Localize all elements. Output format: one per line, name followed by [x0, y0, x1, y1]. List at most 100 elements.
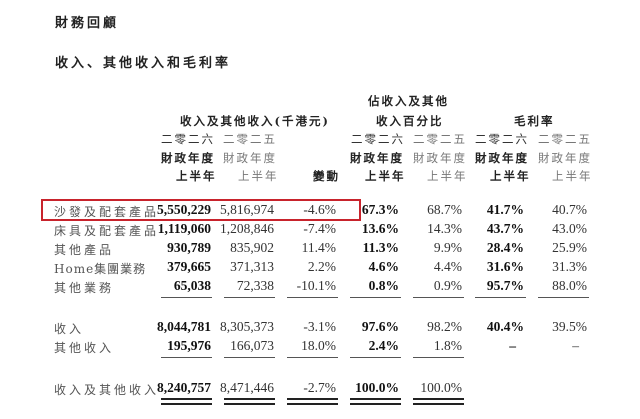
section-title: 財務回顧 — [55, 16, 120, 31]
col-gm2025-fy: 財政年度 — [538, 151, 592, 165]
subtotal-underline — [413, 357, 464, 358]
col-rev2026-half: 上半年 — [176, 169, 217, 183]
cell-rev2025: 835,902 — [230, 240, 274, 255]
cell-pct2025: 98.2% — [427, 319, 462, 334]
row-label: 床具及配套產品 — [54, 224, 160, 238]
cell-change: 18.0% — [301, 338, 336, 353]
cell-change: -2.7% — [303, 380, 336, 395]
cell-rev2026: 930,789 — [167, 240, 211, 255]
header-margin-group: 毛利率 — [514, 114, 555, 128]
cell-change: -3.1% — [303, 319, 336, 334]
row-label: 其他收入 — [54, 341, 115, 355]
cell-gm2026: – — [509, 338, 516, 353]
subtotal-underline — [161, 297, 212, 298]
cell-pct2025: 4.4% — [433, 259, 462, 274]
row-label: 收入及其他收入 — [54, 383, 160, 397]
col-pct2026-half: 上半年 — [365, 169, 406, 183]
total-double-underline — [413, 398, 464, 405]
cell-pct2025: 68.7% — [427, 202, 462, 217]
cell-rev2026: 8,240,757 — [157, 380, 211, 395]
total-double-underline — [224, 398, 275, 405]
cell-gm2026: 95.7% — [486, 278, 524, 293]
highlight-box — [41, 199, 361, 221]
cell-rev2026: 65,038 — [173, 278, 211, 293]
col-pct2026-fy: 財政年度 — [350, 151, 404, 165]
cell-pct2026: 100.0% — [355, 380, 399, 395]
cell-pct2025: 0.9% — [433, 278, 462, 293]
subtotal-underline — [161, 357, 212, 358]
cell-rev2026: 5,550,229 — [157, 202, 211, 217]
cell-pct2025: 14.3% — [427, 221, 462, 236]
total-double-underline — [287, 398, 338, 405]
row-label: Home集團業務 — [54, 262, 147, 276]
col-gm2026-half: 上半年 — [490, 169, 531, 183]
cell-gm2026: 31.6% — [486, 259, 524, 274]
subtotal-underline — [538, 297, 589, 298]
col-rev2026-year: 二零二六 — [161, 132, 215, 146]
cell-change: 11.4% — [301, 240, 336, 255]
col-gm2025-half: 上半年 — [552, 169, 593, 183]
col-rev2025-fy: 財政年度 — [223, 151, 277, 165]
cell-gm2025: – — [572, 338, 579, 353]
cell-gm2026: 41.7% — [486, 202, 524, 217]
cell-rev2025: 8,471,446 — [220, 380, 274, 395]
cell-pct2026: 11.3% — [362, 240, 399, 255]
subtotal-underline — [350, 357, 401, 358]
subtotal-underline — [224, 357, 275, 358]
cell-rev2026: 8,044,781 — [157, 319, 211, 334]
cell-pct2026: 0.8% — [368, 278, 399, 293]
row-label: 其他業務 — [54, 281, 115, 295]
subtotal-underline — [287, 357, 338, 358]
cell-pct2026: 97.6% — [361, 319, 399, 334]
row-label: 其他產品 — [54, 243, 115, 257]
cell-change: -10.1% — [296, 278, 336, 293]
cell-gm2026: 43.7% — [486, 221, 524, 236]
cell-gm2026: 28.4% — [486, 240, 524, 255]
col-gm2025-year: 二零二五 — [538, 132, 592, 146]
cell-gm2025: 43.0% — [552, 221, 587, 236]
cell-pct2026: 67.3% — [361, 202, 399, 217]
cell-pct2025: 1.8% — [433, 338, 462, 353]
cell-gm2025: 39.5% — [552, 319, 587, 334]
cell-rev2026: 1,119,060 — [157, 221, 211, 236]
subtotal-underline — [224, 297, 275, 298]
cell-rev2025: 371,313 — [230, 259, 274, 274]
cell-rev2026: 195,976 — [167, 338, 211, 353]
cell-rev2025: 72,338 — [236, 278, 274, 293]
cell-gm2026: 40.4% — [486, 319, 524, 334]
header-pct-line1: 佔收入及其他 — [368, 94, 449, 108]
col-pct2026-year: 二零二六 — [351, 132, 405, 146]
col-pct2025-year: 二零二五 — [413, 132, 467, 146]
cell-gm2025: 25.9% — [552, 240, 587, 255]
row-label: 沙發及配套產品 — [54, 205, 160, 219]
col-gm2026-fy: 財政年度 — [475, 151, 529, 165]
cell-pct2026: 2.4% — [368, 338, 399, 353]
row-label: 收入 — [54, 322, 85, 336]
col-gm2026-year: 二零二六 — [475, 132, 529, 146]
subtotal-underline — [350, 297, 401, 298]
subtotal-underline — [475, 297, 526, 298]
cell-pct2026: 13.6% — [361, 221, 399, 236]
cell-rev2025: 8,305,373 — [220, 319, 274, 334]
cell-rev2026: 379,665 — [167, 259, 211, 274]
cell-gm2025: 88.0% — [552, 278, 587, 293]
cell-gm2025: 31.3% — [552, 259, 587, 274]
cell-change: -4.6% — [303, 202, 336, 217]
cell-rev2025: 1,208,846 — [220, 221, 274, 236]
cell-rev2025: 5,816,974 — [220, 202, 274, 217]
total-double-underline — [350, 398, 401, 405]
cell-pct2025: 100.0% — [420, 380, 462, 395]
cell-pct2025: 9.9% — [433, 240, 462, 255]
cell-rev2025: 166,073 — [230, 338, 274, 353]
subtotal-underline — [287, 297, 338, 298]
header-pct-line2: 收入百分比 — [376, 114, 444, 128]
col-rev2025-half: 上半年 — [238, 169, 279, 183]
cell-pct2026: 4.6% — [368, 259, 399, 274]
col-rev2025-year: 二零二五 — [223, 132, 277, 146]
col-rev2026-fy: 財政年度 — [161, 151, 215, 165]
col-change: 變動 — [313, 169, 340, 183]
col-pct2025-half: 上半年 — [427, 169, 468, 183]
cell-change: 2.2% — [307, 259, 336, 274]
section-subtitle: 收入、其他收入和毛利率 — [55, 56, 232, 71]
subtotal-underline — [413, 297, 464, 298]
